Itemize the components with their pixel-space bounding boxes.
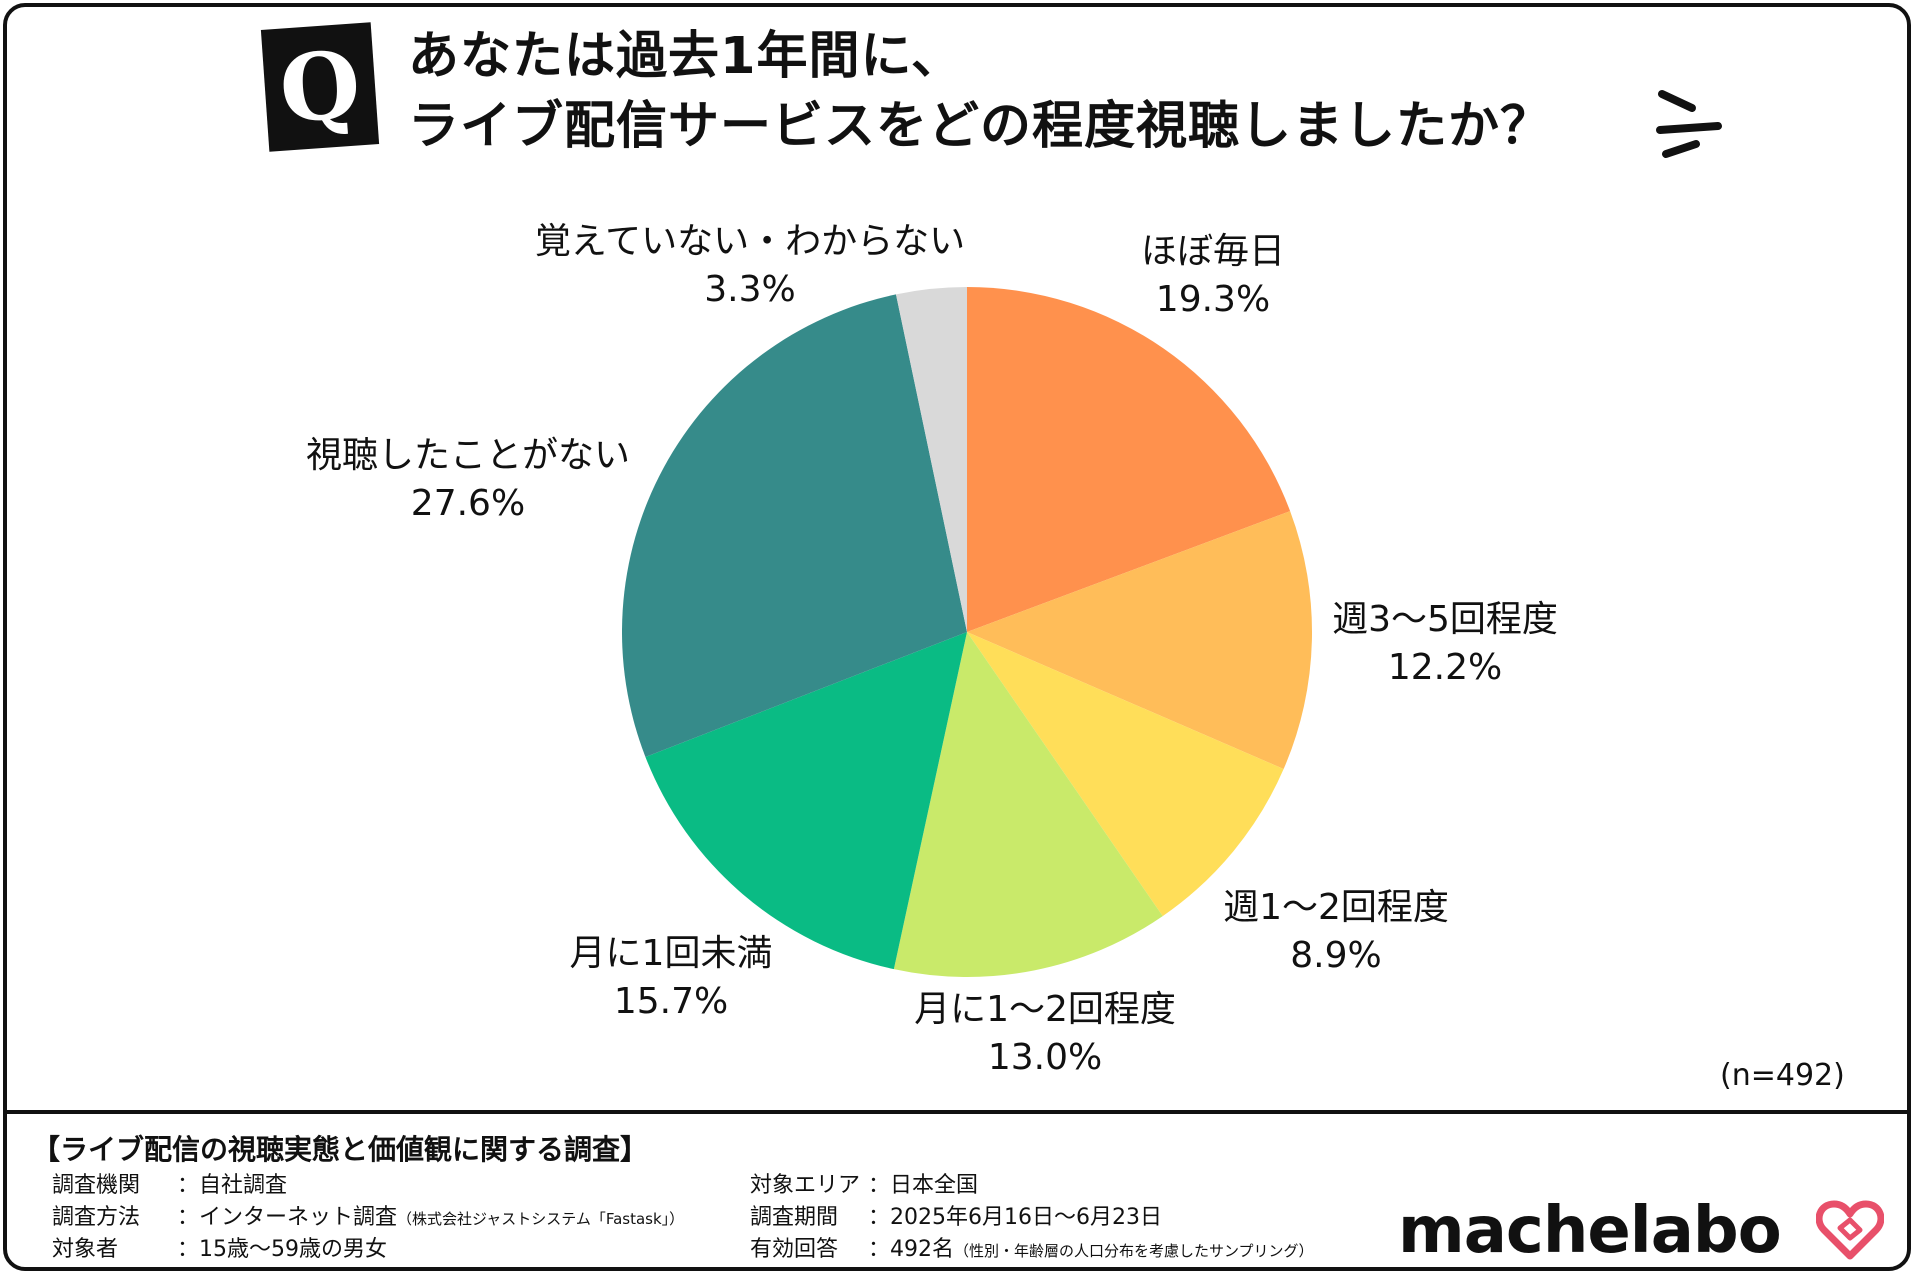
pie-slice [895,287,967,632]
slice-percent: 15.7% [613,981,729,1022]
slice-label: 月に1～2回程度 13.0% [914,986,1176,1082]
slice-label: 週1～2回程度 8.9% [1223,884,1449,980]
slice-label-text: 週1～2回程度 [1223,887,1449,928]
question-line-2: ライブ配信サービスをどの程度視聴しましたか？ [408,97,1553,156]
pie-slice [967,632,1284,917]
brand-logo: machelabo [1398,1194,1782,1268]
slice-label-text: 週3～5回程度 [1332,599,1558,640]
slice-percent: 3.3% [704,269,796,310]
slice-label: 覚えていない・わからない 3.3% [535,218,965,314]
footer-key: 対象者 [52,1237,119,1262]
footer-key: 対象エリア [750,1173,861,1198]
slice-label: ほぼ毎日 19.3% [1141,228,1285,324]
survey-title: 【ライブ配信の視聴実態と価値観に関する調査】 [32,1133,649,1166]
emphasis-lines-icon [1656,90,1722,158]
footer-row-organization: 調査機関 ：自社調査 [52,1170,287,1202]
slice-percent: 13.0% [987,1037,1103,1078]
pie-slice [645,632,967,970]
footer-key: 調査機関 [52,1173,141,1198]
footer-row-target: 対象者 ：15歳～59歳の男女 [52,1234,387,1266]
footer-divider [7,1110,1907,1114]
pie-slice [967,511,1313,770]
slice-label: 視聴したことがない 27.6% [306,432,630,528]
slice-label: 週3～5回程度 12.2% [1332,596,1558,692]
slice-percent: 8.9% [1290,935,1382,976]
slice-label: 月に1回未満 15.7% [570,930,773,1026]
footer-row-method: 調査方法 ：インターネット調査（株式会社ジャストシステム「Fastask」） [52,1202,684,1235]
footer-key: 調査方法 [52,1205,141,1230]
pie-slice [893,632,1163,978]
footer-row-area: 対象エリア ：日本全国 [750,1170,978,1202]
sample-size: (n=492) [1720,1058,1845,1093]
footer-key: 調査期間 [750,1205,839,1230]
footer-value: ：2025年6月16日～6月23日 [868,1205,1162,1230]
slice-label-text: 月に1～2回程度 [914,989,1176,1030]
footer-row-period: 調査期間 ：2025年6月16日～6月23日 [750,1202,1162,1234]
slice-label-text: 覚えていない・わからない [534,221,966,262]
slice-percent: 27.6% [410,483,526,524]
footer-value: ：日本全国 [868,1173,979,1198]
slice-percent: 19.3% [1155,279,1271,320]
question-title: あなたは過去1年間に、 ライブ配信サービスをどの程度視聴しましたか？ [408,22,1552,162]
question-line-1: あなたは過去1年間に、 [408,27,963,86]
footer-value: ：自社調査 [177,1173,288,1198]
footer-value: ：15歳～59歳の男女 [177,1237,387,1262]
footer-note: （株式会社ジャストシステム「Fastask」） [397,1210,685,1228]
pie-slice [967,287,1291,632]
footer-key: 有効回答 [750,1237,839,1262]
footer-value: ：492名 [868,1237,954,1262]
slice-label-text: 視聴したことがない [305,435,631,476]
slice-label-text: 月に1回未満 [569,933,773,974]
pie-slice [622,294,967,757]
footer-note: （性別・年齢層の人口分布を考慮したサンプリング） [954,1242,1314,1260]
footer-value: ：インターネット調査 [177,1205,398,1230]
pie-chart [622,287,1313,978]
heart-icon [1816,1200,1884,1260]
footer-row-responses: 有効回答 ：492名（性別・年齢層の人口分布を考慮したサンプリング） [750,1234,1314,1267]
slice-label-text: ほぼ毎日 [1140,231,1286,272]
slice-percent: 12.2% [1387,647,1503,688]
